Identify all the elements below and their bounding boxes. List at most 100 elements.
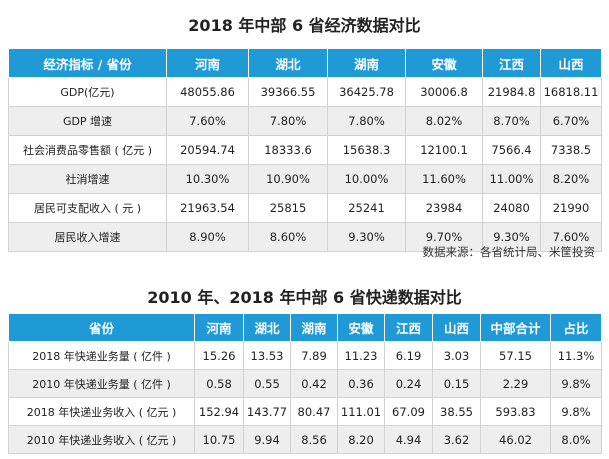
table-cell: 46.02 <box>480 425 551 454</box>
table-cell: 2.29 <box>480 369 551 398</box>
column-header: 河南 <box>166 48 249 78</box>
row-header-title: 省份 <box>8 313 195 342</box>
row-label: GDP 增速 <box>8 106 167 136</box>
table-cell: 0.15 <box>432 369 481 398</box>
table-cell: 10.75 <box>194 425 244 454</box>
row-label: 2018 年快递业务量 ( 亿件 ) <box>8 341 195 370</box>
table-row: GDP 增速 7.60% 7.80% 7.80% 8.02% 8.70% 6.70% <box>8 106 602 136</box>
table-cell: 7566.4 <box>482 135 541 165</box>
table-cell: 67.09 <box>384 397 433 426</box>
table-cell: 7.80% <box>327 106 406 136</box>
column-header: 山西 <box>432 313 481 342</box>
table-cell: 80.47 <box>290 397 338 426</box>
table-cell: 3.03 <box>432 341 481 370</box>
table-cell: 0.42 <box>290 369 338 398</box>
table-row: 2018 年快递业务量 ( 亿件 ) 15.26 13.53 7.89 11.23 6.1… <box>8 341 602 370</box>
column-header: 山西 <box>540 48 602 78</box>
table-cell: 15.26 <box>194 341 244 370</box>
table-cell: 21963.54 <box>166 193 249 223</box>
table-cell: 7.80% <box>248 106 328 136</box>
table-cell: 30006.8 <box>405 77 483 107</box>
table-cell: 0.24 <box>384 369 433 398</box>
table-cell: 6.70% <box>540 106 602 136</box>
table-cell: 18333.6 <box>248 135 328 165</box>
column-header: 湖北 <box>243 313 291 342</box>
table-cell: 57.15 <box>480 341 551 370</box>
table-cell: 25815 <box>248 193 328 223</box>
table-cell: 11.00% <box>482 164 541 194</box>
table-cell: 13.53 <box>243 341 291 370</box>
table-row: 社消增速 10.30% 10.90% 10.00% 11.60% 11.00% 8.20% <box>8 164 602 194</box>
table-cell: 7338.5 <box>540 135 602 165</box>
table-cell: 12100.1 <box>405 135 483 165</box>
table-cell: 7.60% <box>166 106 249 136</box>
table-cell: 8.20 <box>337 425 385 454</box>
table-cell: 8.70% <box>482 106 541 136</box>
table-cell: 7.89 <box>290 341 338 370</box>
row-label: 居民可支配收入 ( 元 ) <box>8 193 167 223</box>
table-cell: 8.60% <box>248 222 328 252</box>
table-cell: 9.30% <box>482 222 541 252</box>
table-cell: 593.83 <box>480 397 551 426</box>
table-cell: 11.60% <box>405 164 483 194</box>
table-cell: 0.36 <box>337 369 385 398</box>
table-row: 社会消费品零售额 ( 亿元 ) 20594.74 18333.6 15638.3 121… <box>8 135 602 165</box>
table-cell: 9.70% <box>405 222 483 252</box>
table-cell: 6.19 <box>384 341 433 370</box>
table-cell: 8.20% <box>540 164 602 194</box>
table-cell: 11.23 <box>337 341 385 370</box>
table-row: 居民可支配收入 ( 元 ) 21963.54 25815 25241 23984 2408… <box>8 193 602 223</box>
table-row: 2018 年快递业务收入 ( 亿元 ) 152.94 143.77 80.47 111.… <box>8 397 602 426</box>
table-cell: 39366.55 <box>248 77 328 107</box>
table-cell: 9.30% <box>327 222 406 252</box>
table-cell: 8.02% <box>405 106 483 136</box>
table-cell: 48055.86 <box>166 77 249 107</box>
table-cell: 25241 <box>327 193 406 223</box>
table-cell: 143.77 <box>243 397 291 426</box>
table-cell: 4.94 <box>384 425 433 454</box>
table-cell: 10.30% <box>166 164 249 194</box>
table-row: GDP(亿元) 48055.86 39366.55 36425.78 30006.8 21… <box>8 77 602 107</box>
column-header: 安徽 <box>337 313 385 342</box>
table-cell: 36425.78 <box>327 77 406 107</box>
column-header: 湖北 <box>248 48 328 78</box>
table-cell: 0.55 <box>243 369 291 398</box>
table-row: 居民收入增速 8.90% 8.60% 9.30% 9.70% 9.30% 7.60% <box>8 222 602 252</box>
table-cell: 9.94 <box>243 425 291 454</box>
header-row: 经济指标 / 省份 河南 湖北 湖南 安徽 江西 山西 <box>8 48 602 78</box>
column-header: 江西 <box>384 313 433 342</box>
table-cell: 16818.11 <box>540 77 602 107</box>
table1-title: 2018 年中部 6 省经济数据对比 <box>188 16 421 35</box>
row-label: 2010 年快递业务量 ( 亿件 ) <box>8 369 195 398</box>
row-header-title: 经济指标 / 省份 <box>8 48 167 78</box>
table-cell: 0.58 <box>194 369 244 398</box>
table-cell: 9.8% <box>550 397 602 426</box>
table-cell: 10.00% <box>327 164 406 194</box>
economic-data-table: 经济指标 / 省份 河南 湖北 湖南 安徽 江西 山西 GDP(亿元) 48055.86 3936… <box>8 48 602 252</box>
row-label: GDP(亿元) <box>8 77 167 107</box>
column-header: 湖南 <box>327 48 406 78</box>
row-label: 社消增速 <box>8 164 167 194</box>
table-cell: 111.01 <box>337 397 385 426</box>
header-row: 省份 河南 湖北 湖南 安徽 江西 山西 中部合计 占比 <box>8 313 602 342</box>
table-cell: 8.56 <box>290 425 338 454</box>
table2-title: 2010 年、2018 年中部 6 省快递数据对比 <box>147 288 462 307</box>
column-header: 安徽 <box>405 48 483 78</box>
table-cell: 21990 <box>540 193 602 223</box>
row-label: 居民收入增速 <box>8 222 167 252</box>
table-cell: 8.90% <box>166 222 249 252</box>
table-row: 2010 年快递业务量 ( 亿件 ) 0.58 0.55 0.42 0.36 0.24 0.… <box>8 369 602 398</box>
column-header: 湖南 <box>290 313 338 342</box>
column-header: 占比 <box>550 313 602 342</box>
column-header: 河南 <box>194 313 244 342</box>
row-label: 2010 年快递业务收入 ( 亿元 ) <box>8 425 195 454</box>
column-header: 江西 <box>482 48 541 78</box>
data-source-note: 数据来源：各省统计局、米筐投资 <box>422 245 596 259</box>
table-cell: 8.0% <box>550 425 602 454</box>
table-cell: 9.8% <box>550 369 602 398</box>
table-cell: 3.62 <box>432 425 481 454</box>
table-cell: 38.55 <box>432 397 481 426</box>
table-cell: 7.60% <box>540 222 602 252</box>
row-label: 社会消费品零售额 ( 亿元 ) <box>8 135 167 165</box>
table-cell: 15638.3 <box>327 135 406 165</box>
